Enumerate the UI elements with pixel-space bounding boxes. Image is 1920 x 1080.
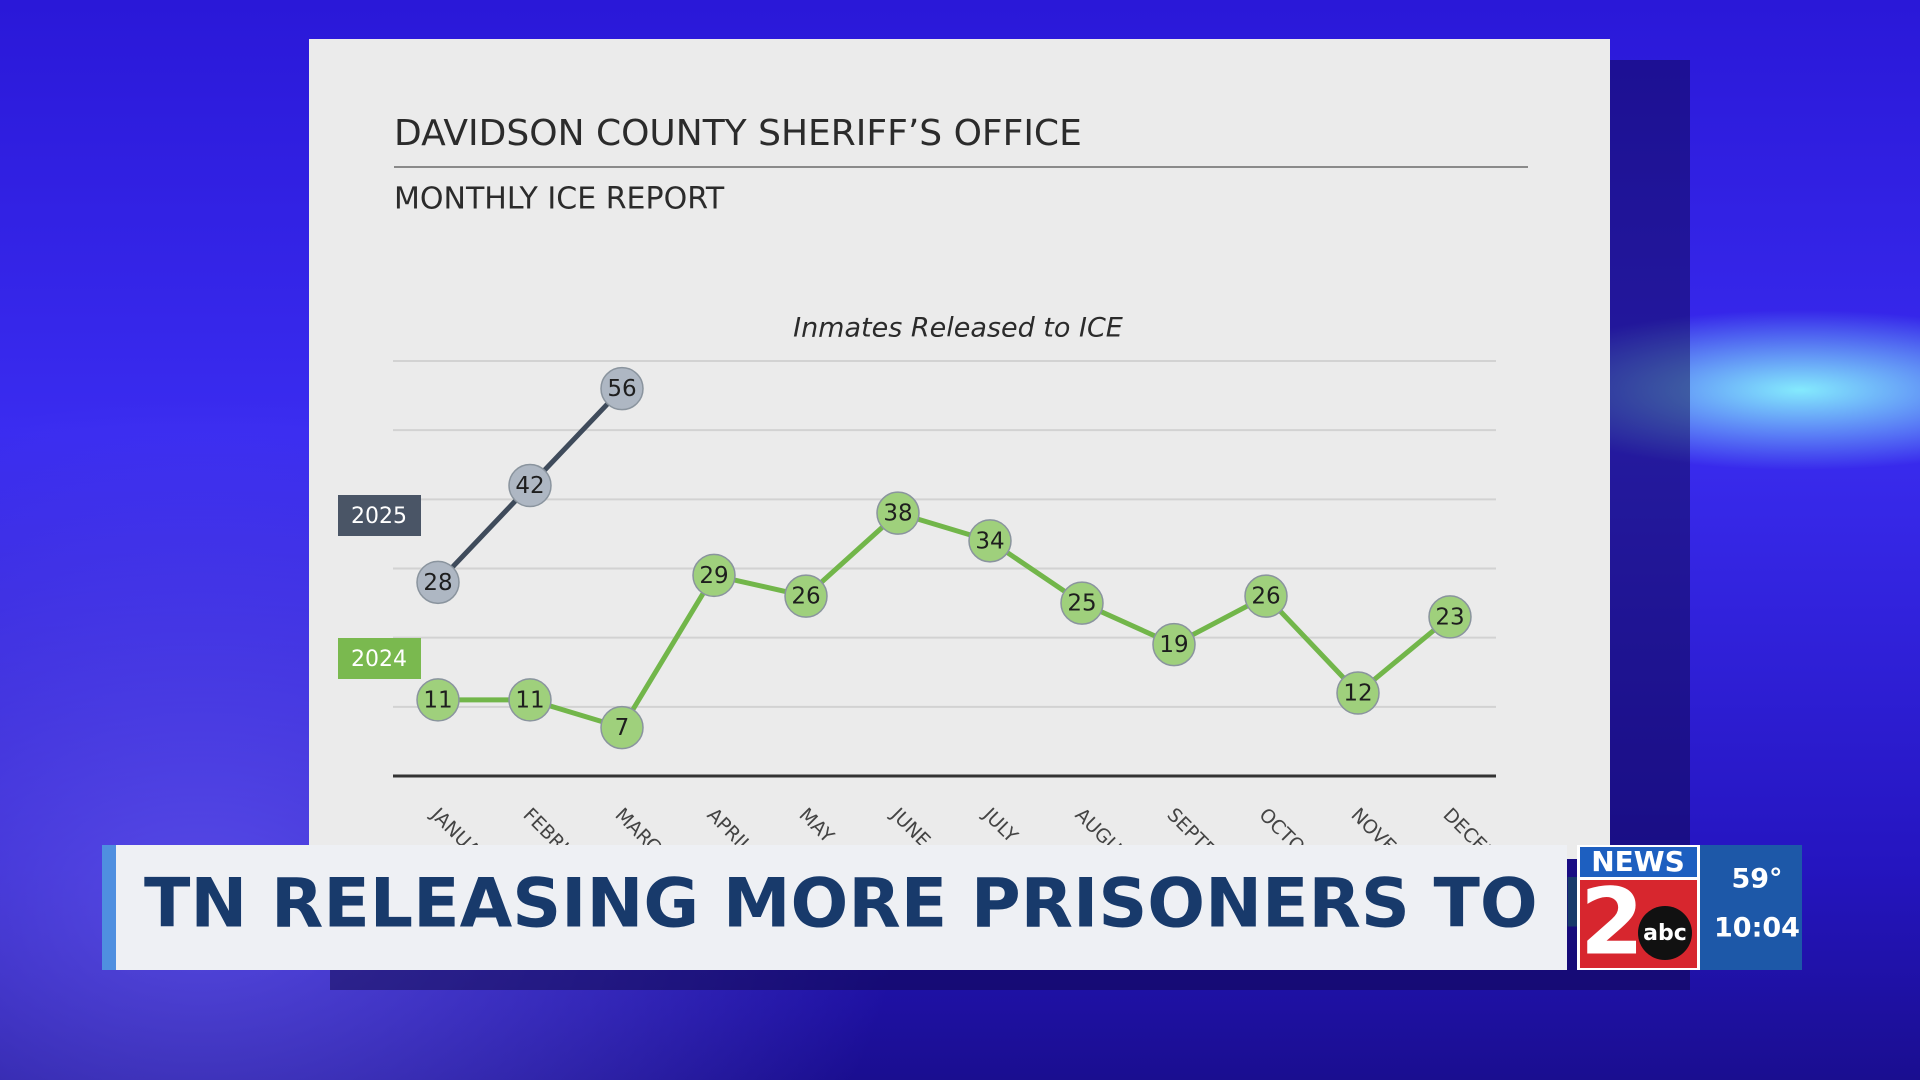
card	[309, 39, 1610, 859]
point-label: 26	[1251, 584, 1280, 610]
chart-subtitle: MONTHLY ICE REPORT	[394, 182, 725, 217]
point	[600, 705, 644, 750]
legend-label: 2024	[351, 647, 407, 672]
info-box	[1700, 845, 1802, 970]
logo-news-box	[1580, 847, 1697, 877]
headline: TN RELEASING MORE PRISONERS TO ICE	[144, 865, 1683, 944]
point-label: 42	[515, 473, 544, 499]
banner-box	[102, 845, 1567, 970]
point-label: 26	[791, 584, 820, 610]
point-label: 56	[607, 376, 636, 402]
temperature: 59°	[1731, 864, 1782, 895]
legend-label: 2025	[351, 504, 407, 529]
point-label: 19	[1159, 632, 1188, 658]
point	[416, 560, 460, 605]
point	[600, 366, 644, 411]
point	[1336, 671, 1380, 715]
point-label: 11	[423, 687, 452, 713]
point	[876, 491, 920, 535]
point-label: 11	[515, 687, 544, 713]
point	[508, 678, 552, 722]
point-label: 12	[1343, 681, 1372, 707]
banner-stripe	[102, 845, 116, 970]
point-label: 23	[1435, 604, 1464, 630]
logo-network: abc	[1643, 921, 1687, 946]
plot-title: Inmates Released to ICE	[793, 313, 1123, 344]
logo-number: 2	[1580, 868, 1644, 975]
clock: 10:04	[1714, 913, 1800, 944]
banner: TN RELEASING MORE PRISONERS TO ICE NEWS …	[102, 845, 1802, 975]
point	[784, 574, 828, 618]
logo-news: NEWS	[1591, 845, 1685, 878]
point	[1244, 574, 1288, 618]
point-label: 28	[423, 570, 452, 596]
legend-box	[338, 495, 421, 536]
legend-box	[338, 638, 421, 679]
point	[1428, 595, 1472, 639]
point	[1152, 622, 1196, 667]
point-label: 38	[883, 501, 912, 527]
point-label: 34	[975, 528, 1004, 554]
point	[692, 553, 736, 598]
point	[416, 678, 460, 722]
point-label: 7	[615, 715, 630, 741]
point-label: 25	[1067, 591, 1096, 617]
abc-circle	[1638, 906, 1692, 960]
point	[508, 463, 552, 508]
point	[1060, 581, 1104, 625]
point-label: 29	[699, 563, 728, 589]
point	[968, 519, 1012, 563]
chart-title: DAVIDSON COUNTY SHERIFF’S OFFICE	[394, 113, 1082, 154]
